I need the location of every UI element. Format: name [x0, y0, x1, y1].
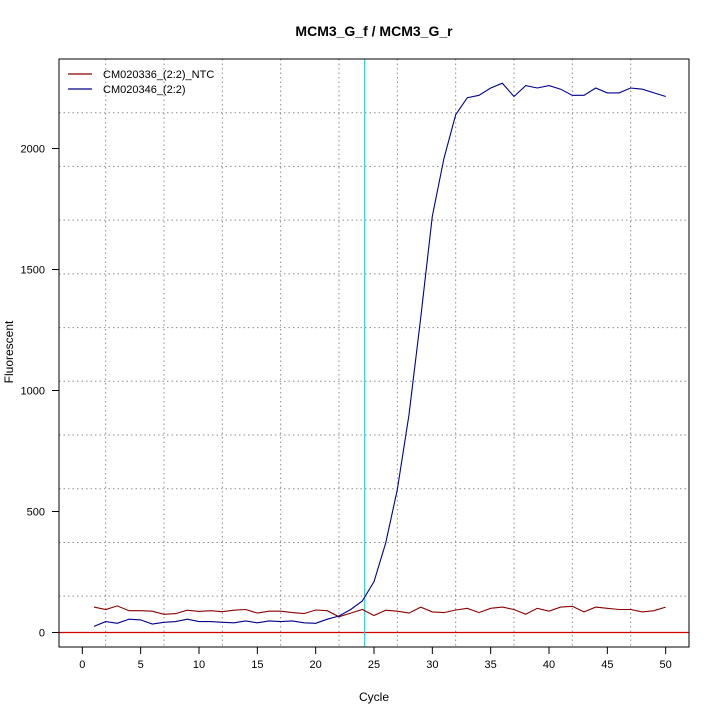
x-tick-label: 5 [138, 659, 144, 671]
series-group [93, 82, 666, 627]
y-tick-label: 500 [27, 506, 45, 518]
y-tick-label: 1000 [21, 386, 45, 398]
legend-label-2: CM020346_(2:2) [103, 84, 186, 96]
x-tick-label: 30 [426, 659, 438, 671]
y-axis: 0 500 1000 1500 2000 [21, 144, 60, 639]
y-tick-label: 2000 [21, 144, 45, 156]
series-line-2 [93, 82, 666, 627]
x-tick-label: 35 [485, 659, 497, 671]
x-tick-label: 50 [660, 659, 672, 671]
series-line-1 [93, 605, 666, 618]
legend: CM020336_(2:2)_NTC CM020346_(2:2) [68, 69, 214, 96]
grid-lines [59, 59, 689, 647]
x-tick-label: 0 [79, 659, 85, 671]
y-tick-label: 1500 [21, 265, 45, 277]
y-tick-label: 0 [39, 627, 45, 639]
x-tick-label: 10 [193, 659, 205, 671]
x-tick-label: 45 [601, 659, 613, 671]
x-axis-label: Cycle [359, 690, 389, 704]
x-axis: 0 5 10 15 20 25 30 35 40 45 50 [79, 646, 672, 671]
x-tick-label: 20 [310, 659, 322, 671]
plot-frame [58, 58, 690, 648]
x-tick-label: 25 [368, 659, 380, 671]
legend-label-1: CM020336_(2:2)_NTC [103, 69, 214, 81]
y-axis-label: Fluorescent [2, 320, 16, 383]
x-tick-label: 15 [251, 659, 263, 671]
chart-title: MCM3_G_f / MCM3_G_r [295, 23, 453, 39]
x-tick-label: 40 [543, 659, 555, 671]
